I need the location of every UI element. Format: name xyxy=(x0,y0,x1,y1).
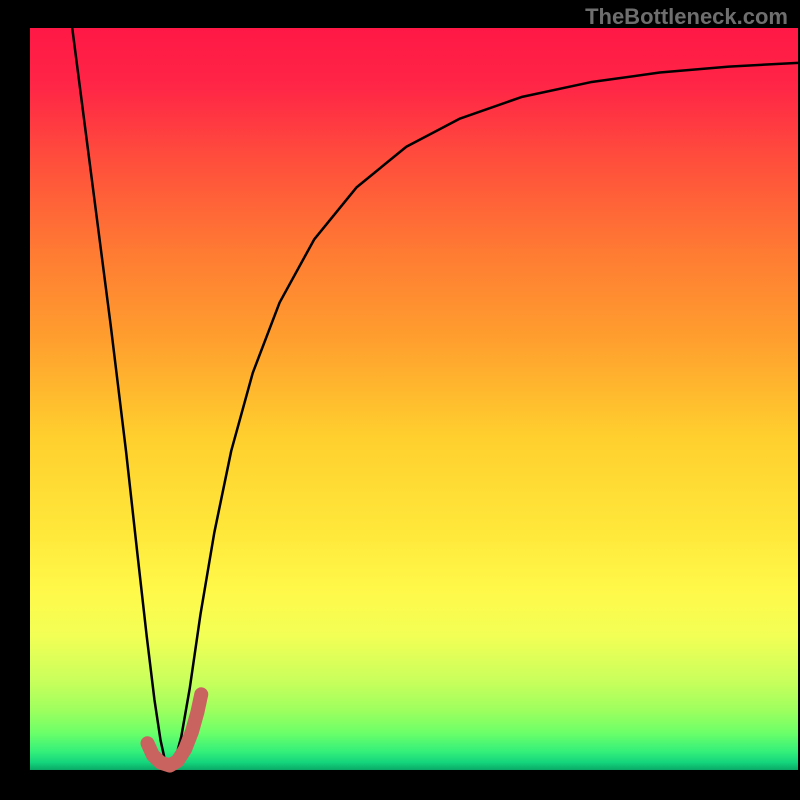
chart-svg xyxy=(0,0,800,800)
plot-background xyxy=(30,28,798,770)
chart-frame: TheBottleneck.com xyxy=(0,0,800,800)
